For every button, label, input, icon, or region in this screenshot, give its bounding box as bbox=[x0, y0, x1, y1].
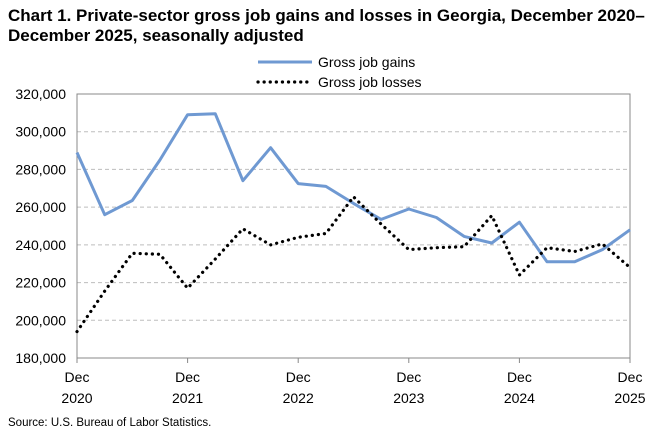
y-tick-label: 280,000 bbox=[15, 161, 66, 177]
y-tick-label: 220,000 bbox=[15, 275, 66, 291]
x-tick-label-year: 2023 bbox=[393, 390, 424, 406]
x-tick-label-year: 2021 bbox=[172, 390, 203, 406]
y-tick-label: 260,000 bbox=[15, 199, 66, 215]
x-tick-label-year: 2020 bbox=[61, 390, 92, 406]
chart-title: Chart 1. Private-sector gross job gains … bbox=[8, 6, 645, 45]
series-line-gross-job-gains bbox=[75, 112, 631, 264]
x-axis: Dec 2020 Dec 2021 Dec 2022 Dec 2023 Dec 2024 Dec 20… bbox=[61, 358, 646, 406]
y-tick-label: 200,000 bbox=[15, 312, 66, 328]
y-tick-label: 240,000 bbox=[15, 237, 66, 253]
legend-label: Gross job gains bbox=[318, 54, 415, 70]
x-tick-label-year: 2024 bbox=[504, 390, 535, 406]
legend: Gross job gains Gross job losses bbox=[256, 54, 421, 90]
x-tick-label-month: Dec bbox=[618, 369, 643, 385]
x-tick-label-month: Dec bbox=[65, 369, 90, 385]
y-tick-label: 320,000 bbox=[15, 86, 66, 102]
x-tick-label-year: 2022 bbox=[283, 390, 314, 406]
series-line-gross-job-losses bbox=[75, 195, 632, 334]
y-tick-label: 180,000 bbox=[15, 350, 66, 366]
source-note: Source: U.S. Bureau of Labor Statistics. bbox=[8, 417, 212, 429]
y-tick-label: 300,000 bbox=[15, 124, 66, 140]
gridlines bbox=[77, 131, 630, 321]
x-tick-label-year: 2025 bbox=[614, 390, 645, 406]
plot-area-border bbox=[76, 93, 631, 359]
x-tick-label-month: Dec bbox=[286, 369, 311, 385]
x-tick-label-month: Dec bbox=[507, 369, 532, 385]
legend-label: Gross job losses bbox=[318, 74, 421, 90]
x-tick-label-month: Dec bbox=[396, 369, 421, 385]
series-lines bbox=[75, 112, 632, 334]
x-tick-label-month: Dec bbox=[175, 369, 200, 385]
y-axis: 180,000 200,000 220,000 240,000 260,000 280,0… bbox=[15, 86, 66, 366]
